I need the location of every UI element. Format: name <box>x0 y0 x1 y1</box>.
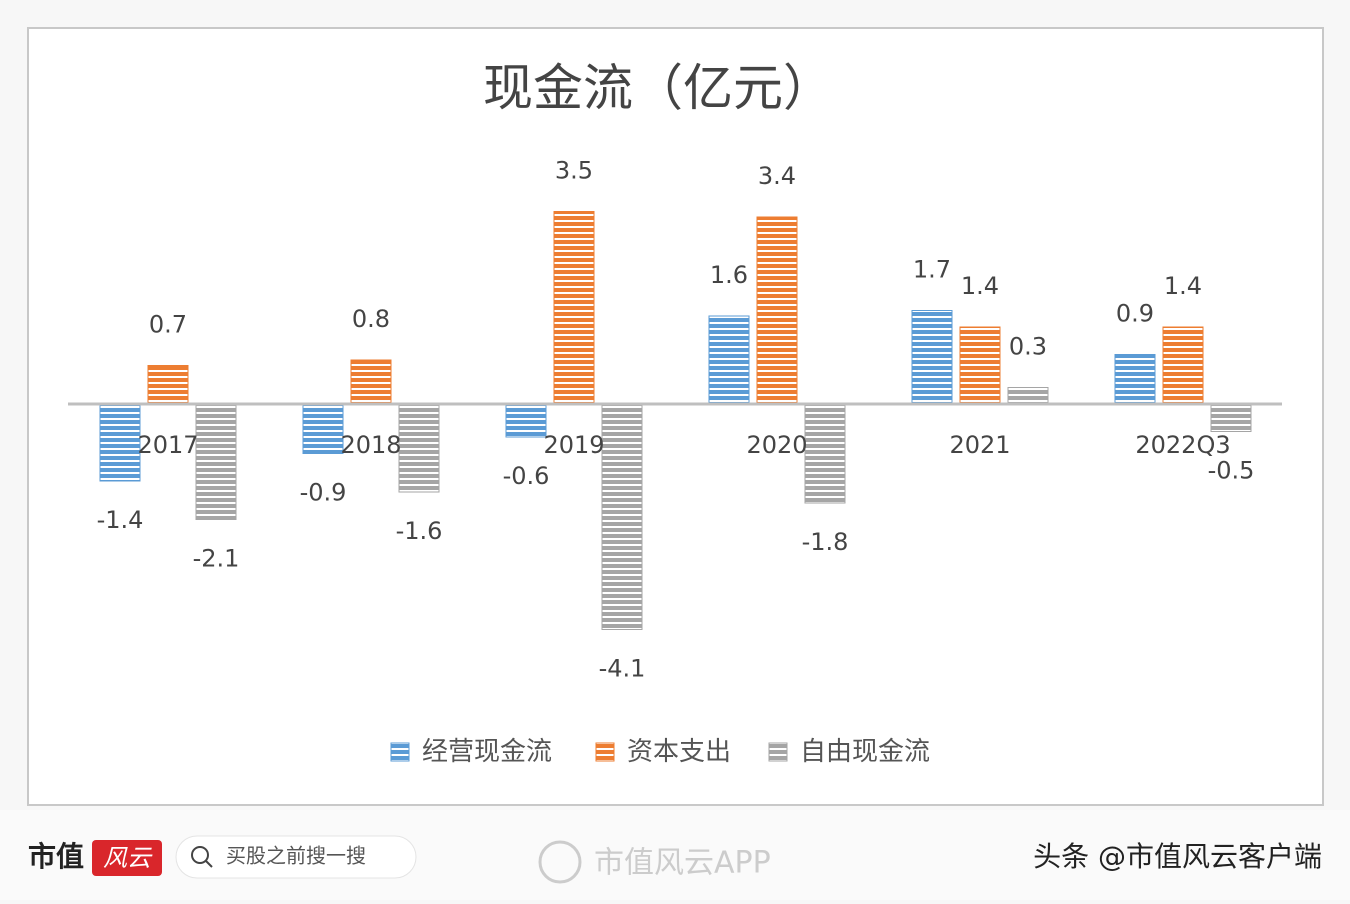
data-label: 3.4 <box>758 162 796 190</box>
search-icon-handle <box>205 860 213 868</box>
logo: 风云 <box>103 844 153 872</box>
x-tick-label: 2022Q3 <box>1135 431 1230 459</box>
x-tick-label: 2018 <box>340 431 401 459</box>
search-box[interactable] <box>175 835 417 879</box>
x-tick-label: 2021 <box>949 431 1010 459</box>
weibo-icon <box>538 840 582 884</box>
legend-label: 经营现金流 <box>422 737 552 767</box>
data-label: 0.7 <box>149 311 187 339</box>
bar <box>398 403 440 493</box>
chart-panel <box>27 27 1324 806</box>
data-label: -1.6 <box>396 517 443 545</box>
data-label: -2.1 <box>193 545 240 573</box>
bar <box>302 403 344 454</box>
bar <box>1162 326 1204 405</box>
bar <box>959 326 1001 405</box>
bar <box>756 216 798 405</box>
search-icon <box>191 846 209 864</box>
data-label: -1.4 <box>97 506 144 534</box>
data-label: 1.6 <box>710 261 748 289</box>
bar <box>147 365 189 405</box>
data-label: -4.1 <box>599 655 646 683</box>
data-label: 3.5 <box>555 157 593 185</box>
legend-swatch <box>768 742 788 762</box>
x-tick-label: 2017 <box>137 431 198 459</box>
bar <box>1210 403 1252 432</box>
x-tick-label: 2019 <box>543 431 604 459</box>
chart-title: 现金流（亿元） <box>483 59 833 117</box>
data-label: 1.7 <box>913 256 951 284</box>
bar <box>708 315 750 405</box>
bar <box>99 403 141 482</box>
bar <box>1114 354 1156 405</box>
data-label: 0.9 <box>1116 300 1154 328</box>
bar <box>601 403 643 630</box>
data-label: -1.8 <box>802 528 849 556</box>
data-label: -0.9 <box>300 479 347 507</box>
bar <box>350 359 392 405</box>
brand: 市值 <box>28 840 84 873</box>
legend-label: 自由现金流 <box>800 737 930 767</box>
data-label: 1.4 <box>1164 272 1202 300</box>
data-label: 0.3 <box>1009 333 1047 361</box>
data-label: 1.4 <box>961 272 999 300</box>
legend-label: 资本支出 <box>627 737 731 767</box>
data-label: 0.8 <box>352 305 390 333</box>
search-text: 买股之前搜一搜 <box>226 844 366 868</box>
credit: 头条 @市值风云客户端 <box>1033 840 1322 873</box>
legend-swatch <box>595 742 615 762</box>
logo-box <box>92 840 162 876</box>
bar <box>1007 387 1049 405</box>
bar <box>505 403 547 438</box>
data-label: -0.5 <box>1208 457 1255 485</box>
bar <box>553 211 595 405</box>
bar <box>804 403 846 504</box>
bar <box>911 310 953 405</box>
app-name: 市值风云APP <box>594 846 771 881</box>
legend-swatch <box>390 742 410 762</box>
data-label: -0.6 <box>503 462 550 490</box>
x-tick-label: 2020 <box>746 431 807 459</box>
bar <box>195 403 237 520</box>
